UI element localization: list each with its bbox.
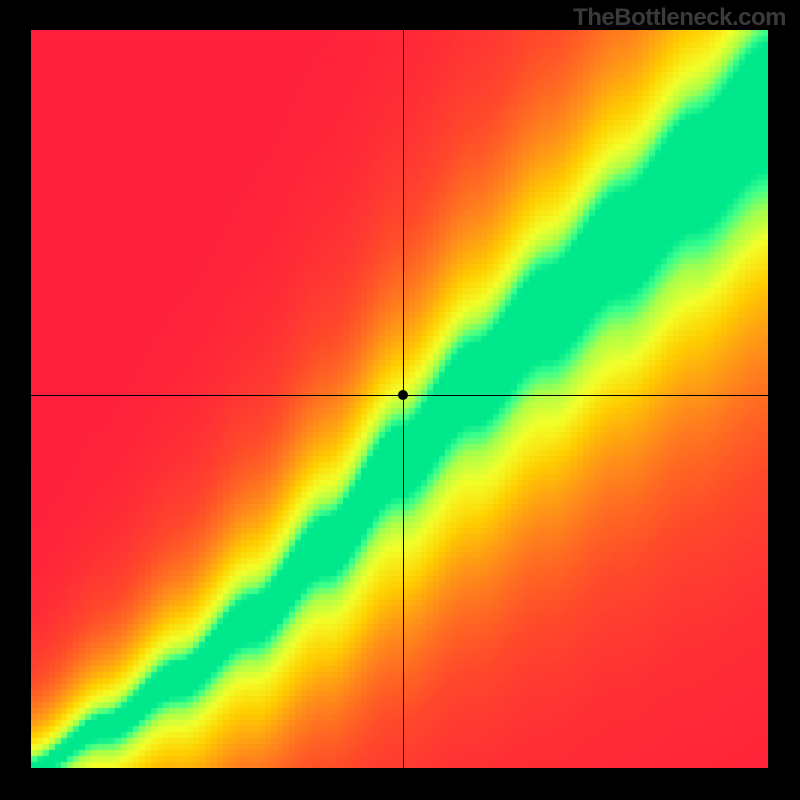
watermark-text: TheBottleneck.com <box>573 4 786 32</box>
chart-container: TheBottleneck.com <box>0 0 800 800</box>
crosshair-marker <box>398 390 408 400</box>
plot-area <box>31 30 768 768</box>
